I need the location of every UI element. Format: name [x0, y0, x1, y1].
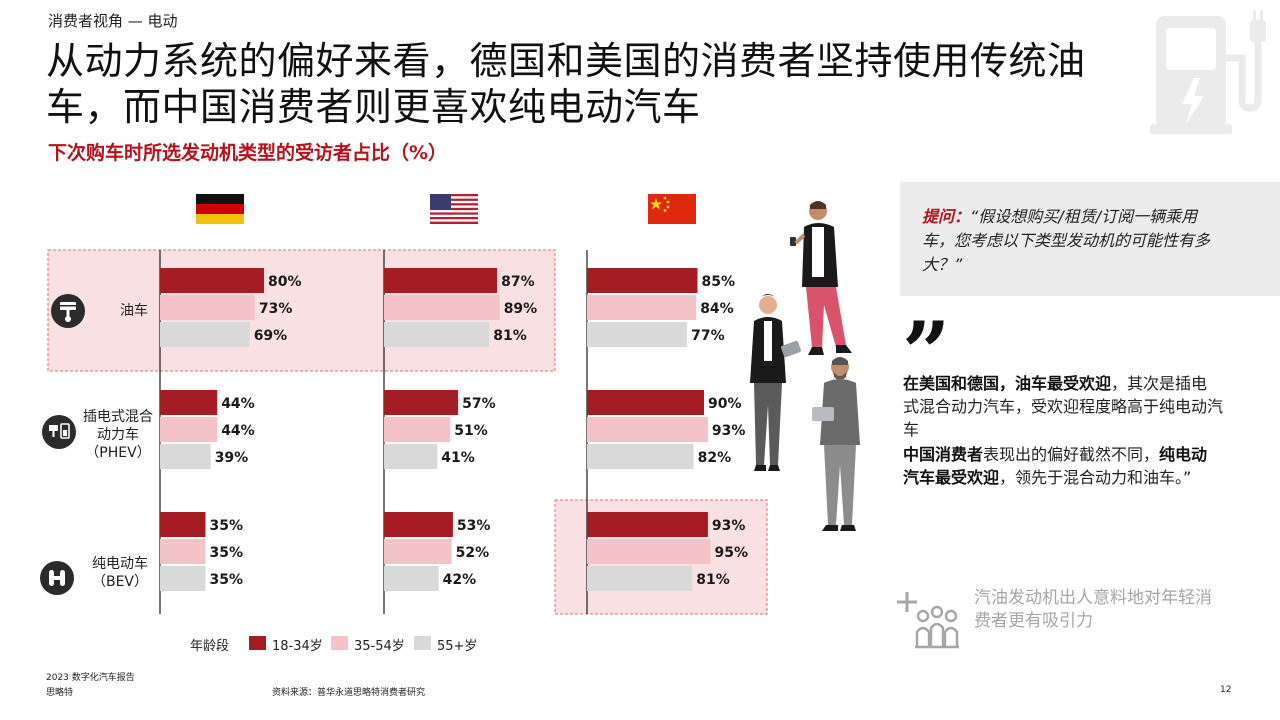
- bar-2-0-1: [587, 295, 697, 320]
- page-title: 从动力系统的偏好来看，德国和美国的消费者坚持使用传统油车，而中国消费者则更喜欢纯…: [46, 39, 1086, 129]
- bar-label-0-1-0: 44%: [221, 396, 255, 412]
- bar-label-2-2-0: 93%: [712, 518, 746, 534]
- bar-label-2-0-1: 84%: [700, 301, 734, 317]
- bar-label-2-0-2: 77%: [691, 328, 725, 344]
- charging-station-icon: [1150, 10, 1266, 134]
- page-number: 12: [1220, 685, 1232, 695]
- bar-label-0-2-1: 35%: [210, 545, 244, 561]
- bar-0-0-2: [160, 322, 250, 347]
- bar-0-1-1: [160, 417, 218, 442]
- bar-2-1-0: [587, 390, 704, 415]
- quote-text: 在美国和德国，油车最受欢迎，其次是插电式混合动力汽车，受欢迎程度略高于纯电动汽车…: [903, 374, 1224, 487]
- bar-0-1-0: [160, 390, 218, 415]
- bar-label-1-0-1: 89%: [504, 301, 538, 317]
- footer-report: 2023 数字化汽车报告: [46, 673, 135, 683]
- bar-label-1-2-2: 42%: [443, 572, 477, 588]
- plus-people-icon: [897, 592, 959, 649]
- bar-2-0-0: [587, 268, 698, 293]
- germany-flag-icon: [196, 194, 244, 224]
- bar-2-0-2: [587, 322, 688, 347]
- ev-plug-icon: [40, 561, 74, 595]
- bar-2-1-1: [587, 417, 708, 442]
- bar-label-1-2-0: 53%: [457, 518, 491, 534]
- legend-swatch-old: [414, 636, 431, 650]
- piston-icon: [51, 294, 85, 328]
- bar-2-2-2: [587, 566, 693, 591]
- bar-label-1-0-0: 87%: [501, 274, 535, 290]
- bar-label-0-2-0: 35%: [210, 518, 244, 534]
- china-flag-icon: [648, 194, 696, 224]
- bar-1-1-2: [384, 444, 438, 469]
- bar-label-2-1-1: 93%: [712, 423, 746, 439]
- bar-1-1-1: [384, 417, 451, 442]
- bar-label-2-1-0: 90%: [708, 396, 742, 412]
- bar-label-1-1-2: 41%: [441, 450, 475, 466]
- legend-swatch-young: [249, 636, 266, 650]
- bar-label-2-1-2: 82%: [698, 450, 732, 466]
- question-text: 提问：“假设想购买/租赁/订阅一辆乘用车，您考虑以下类型发动机的可能性有多大？”: [922, 207, 1211, 274]
- bar-1-0-1: [384, 295, 500, 320]
- footer-source: 资料来源：普华永道思略特消费者研究: [272, 688, 426, 698]
- bar-label-0-0-1: 73%: [259, 301, 293, 317]
- legend-label-mid: 35-54岁: [354, 639, 405, 654]
- bar-label-0-0-0: 80%: [268, 274, 302, 290]
- people-illustration: [750, 201, 860, 531]
- category-label-phev: 插电式混合 动力车 （PHEV）: [83, 409, 153, 461]
- bar-label-1-1-1: 51%: [454, 423, 488, 439]
- bar-1-2-0: [384, 512, 453, 537]
- bar-1-2-2: [384, 566, 439, 591]
- bar-2-2-0: [587, 512, 708, 537]
- bar-1-0-2: [384, 322, 490, 347]
- quote-mark: ”: [902, 303, 951, 402]
- bar-chart: 80% 73% 69% 44% 44% 39% 35% 35% 35% 87% 89% 81% 57% 5…: [47, 194, 768, 615]
- category-label-ice: 油车: [120, 303, 148, 319]
- bar-label-2-0-0: 85%: [702, 274, 736, 290]
- legend-swatch-mid: [331, 636, 348, 650]
- bar-label-1-0-2: 81%: [493, 328, 527, 344]
- usa-flag-icon: [430, 194, 478, 224]
- flag-layer: [196, 194, 696, 224]
- hybrid-icon: [42, 415, 76, 449]
- section-label: 消费者视角 — 电动: [48, 12, 178, 30]
- bar-1-2-1: [384, 539, 452, 564]
- bar-label-0-2-2: 35%: [210, 572, 244, 588]
- bar-label-1-1-0: 57%: [462, 396, 496, 412]
- question-callout: [900, 182, 1280, 296]
- bar-2-2-1: [587, 539, 711, 564]
- bar-1-1-0: [384, 390, 459, 415]
- bar-label-1-2-1: 52%: [456, 545, 490, 561]
- legend-label-young: 18-34岁: [272, 639, 323, 654]
- bar-2-1-2: [587, 444, 694, 469]
- bar-label-2-2-1: 95%: [715, 545, 749, 561]
- bar-1-0-0: [384, 268, 498, 293]
- bar-layer: 80% 73% 69% 44% 44% 39% 35% 35% 35% 87% 89% 81% 57% 5…: [160, 268, 748, 591]
- insight-text: 汽油发动机出人意料地对年轻消费者更有吸引力: [974, 588, 1212, 631]
- bar-0-1-2: [160, 444, 211, 469]
- bar-0-0-1: [160, 295, 255, 320]
- bar-0-2-0: [160, 512, 206, 537]
- bar-label-0-1-2: 39%: [215, 450, 249, 466]
- chart-subtitle: 下次购车时所选发动机类型的受访者占比（%）: [48, 142, 448, 164]
- footer-brand: 思略特: [46, 688, 74, 698]
- legend-label-old: 55+岁: [437, 639, 478, 654]
- legend-title: 年龄段: [190, 639, 230, 654]
- category-label-bev: 纯电动车 （BEV）: [91, 556, 149, 590]
- bar-label-2-2-2: 81%: [696, 572, 730, 588]
- bar-0-2-1: [160, 539, 206, 564]
- bar-label-0-0-2: 69%: [254, 328, 288, 344]
- bar-0-2-2: [160, 566, 206, 591]
- bar-0-0-0: [160, 268, 264, 293]
- bar-label-0-1-1: 44%: [221, 423, 255, 439]
